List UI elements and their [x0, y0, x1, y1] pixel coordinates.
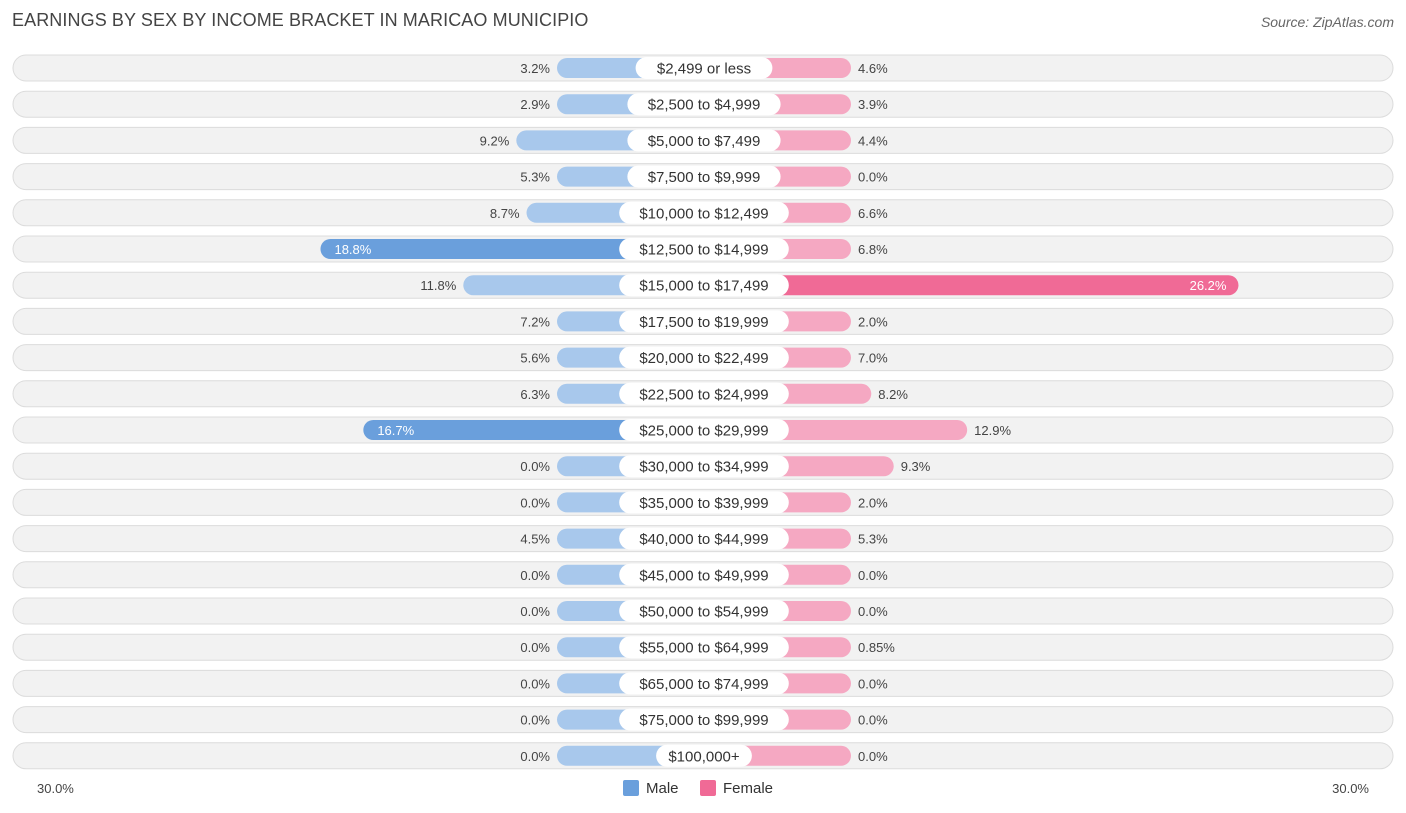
male-value-label: 2.9% [520, 97, 550, 112]
male-bar [320, 239, 704, 259]
category-label: $65,000 to $74,999 [639, 676, 768, 693]
female-value-label: 0.0% [858, 713, 888, 728]
category-label: $100,000+ [668, 748, 740, 765]
category-pill [619, 238, 789, 260]
category-pill [619, 310, 789, 333]
legend-swatch-male [623, 780, 639, 796]
category-pill [619, 201, 789, 224]
category-label: $2,500 to $4,999 [648, 97, 761, 114]
female-value-label: 3.9% [858, 97, 888, 112]
male-value-label: 8.7% [490, 206, 520, 221]
male-value-label: 16.7% [377, 423, 414, 438]
male-value-label: 4.5% [520, 532, 550, 547]
female-value-label: 4.6% [858, 61, 888, 76]
male-value-label: 3.2% [520, 61, 550, 76]
category-label: $7,500 to $9,999 [648, 169, 761, 186]
male-value-label: 0.0% [520, 459, 550, 474]
category-pill [619, 600, 789, 622]
male-value-label: 7.2% [520, 314, 550, 329]
female-value-label: 0.85% [858, 640, 895, 655]
legend-label-male: Male [646, 780, 679, 797]
male-value-label: 11.8% [420, 278, 456, 293]
female-value-label: 12.9% [974, 423, 1011, 438]
category-pill [635, 57, 773, 79]
category-pill [619, 708, 789, 731]
male-bar [363, 420, 704, 440]
category-pill [619, 672, 789, 695]
female-value-label: 0.0% [858, 568, 888, 583]
male-value-label: 5.6% [520, 351, 550, 366]
category-label: $17,500 to $19,999 [639, 314, 768, 331]
male-value-label: 0.0% [520, 604, 550, 619]
category-pill [619, 491, 789, 514]
male-value-label: 18.8% [334, 242, 371, 257]
category-label: $50,000 to $54,999 [639, 604, 768, 621]
category-label: $45,000 to $49,999 [639, 567, 768, 584]
female-value-label: 9.3% [901, 459, 931, 474]
chart-title: EARNINGS BY SEX BY INCOME BRACKET IN MAR… [12, 10, 589, 30]
female-value-label: 0.0% [858, 749, 888, 764]
category-label: $10,000 to $12,499 [639, 205, 768, 222]
male-value-label: 0.0% [520, 749, 550, 764]
category-pill [619, 527, 789, 550]
category-label: $40,000 to $44,999 [639, 531, 768, 548]
category-label: $75,000 to $99,999 [639, 712, 768, 729]
male-value-label: 5.3% [520, 170, 550, 185]
category-label: $35,000 to $39,999 [639, 495, 768, 512]
category-pill [619, 563, 789, 586]
female-value-label: 4.4% [858, 133, 888, 148]
male-value-label: 0.0% [520, 495, 550, 510]
category-pill [619, 419, 789, 441]
female-value-label: 6.8% [858, 242, 888, 257]
category-pill [619, 636, 789, 659]
male-value-label: 9.2% [480, 133, 510, 148]
category-label: $22,500 to $24,999 [639, 386, 768, 403]
legend-swatch-female [700, 780, 716, 796]
category-pill [656, 744, 752, 767]
axis-left-label: 30.0% [37, 781, 74, 796]
category-label: $2,499 or less [657, 61, 751, 78]
male-value-label: 6.3% [520, 387, 550, 402]
female-value-label: 0.0% [858, 676, 888, 691]
female-value-label: 0.0% [858, 170, 888, 185]
male-value-label: 0.0% [520, 640, 550, 655]
category-pill [627, 165, 781, 188]
category-pill [627, 129, 781, 152]
category-pill [619, 274, 789, 297]
category-pill [619, 346, 789, 369]
category-pill [627, 93, 781, 116]
category-label: $5,000 to $7,499 [648, 133, 761, 150]
category-pill [619, 455, 789, 478]
category-label: $30,000 to $34,999 [639, 459, 768, 476]
axis-right-label: 30.0% [1332, 781, 1369, 796]
category-label: $55,000 to $64,999 [639, 640, 768, 657]
female-bar [704, 275, 1239, 296]
category-label: $25,000 to $29,999 [639, 423, 768, 440]
female-value-label: 26.2% [1190, 278, 1227, 293]
category-label: $12,500 to $14,999 [639, 242, 768, 259]
female-value-label: 7.0% [858, 351, 888, 366]
female-value-label: 0.0% [858, 604, 888, 619]
female-value-label: 8.2% [878, 387, 908, 402]
male-value-label: 0.0% [520, 568, 550, 583]
category-label: $20,000 to $22,499 [639, 350, 768, 367]
category-label: $15,000 to $17,499 [639, 278, 768, 295]
female-value-label: 2.0% [858, 314, 888, 329]
female-value-label: 2.0% [858, 495, 888, 510]
category-pill [619, 382, 789, 405]
male-value-label: 0.0% [520, 676, 550, 691]
chart-source: Source: ZipAtlas.com [1260, 14, 1394, 30]
male-value-label: 0.0% [520, 713, 550, 728]
legend-label-female: Female [723, 780, 773, 797]
female-value-label: 5.3% [858, 532, 888, 547]
female-value-label: 6.6% [858, 206, 888, 221]
